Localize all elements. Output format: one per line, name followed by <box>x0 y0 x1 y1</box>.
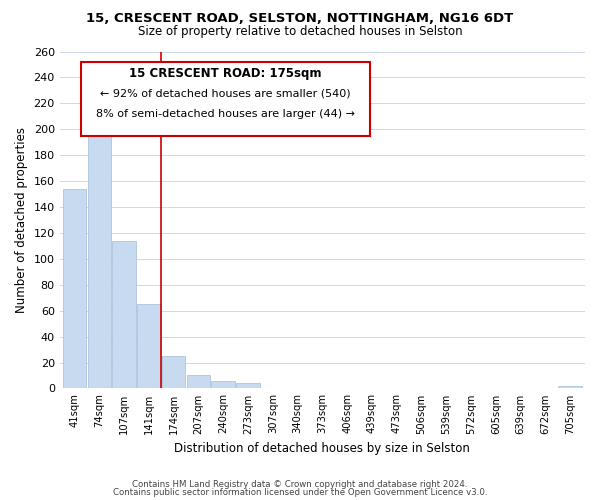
Bar <box>187 376 210 388</box>
Bar <box>112 240 136 388</box>
X-axis label: Distribution of detached houses by size in Selston: Distribution of detached houses by size … <box>175 442 470 455</box>
Text: 15, CRESCENT ROAD, SELSTON, NOTTINGHAM, NG16 6DT: 15, CRESCENT ROAD, SELSTON, NOTTINGHAM, … <box>86 12 514 26</box>
Bar <box>236 383 260 388</box>
Bar <box>559 386 582 388</box>
Bar <box>211 380 235 388</box>
Y-axis label: Number of detached properties: Number of detached properties <box>15 127 28 313</box>
Bar <box>162 356 185 388</box>
Text: 8% of semi-detached houses are larger (44) →: 8% of semi-detached houses are larger (4… <box>95 109 355 119</box>
Text: 15 CRESCENT ROAD: 175sqm: 15 CRESCENT ROAD: 175sqm <box>129 67 322 80</box>
Text: Contains HM Land Registry data © Crown copyright and database right 2024.: Contains HM Land Registry data © Crown c… <box>132 480 468 489</box>
Text: ← 92% of detached houses are smaller (540): ← 92% of detached houses are smaller (54… <box>100 88 350 99</box>
Bar <box>137 304 161 388</box>
Text: Size of property relative to detached houses in Selston: Size of property relative to detached ho… <box>137 25 463 38</box>
FancyBboxPatch shape <box>80 62 370 136</box>
Text: Contains public sector information licensed under the Open Government Licence v3: Contains public sector information licen… <box>113 488 487 497</box>
Bar <box>88 119 111 388</box>
Bar <box>63 189 86 388</box>
